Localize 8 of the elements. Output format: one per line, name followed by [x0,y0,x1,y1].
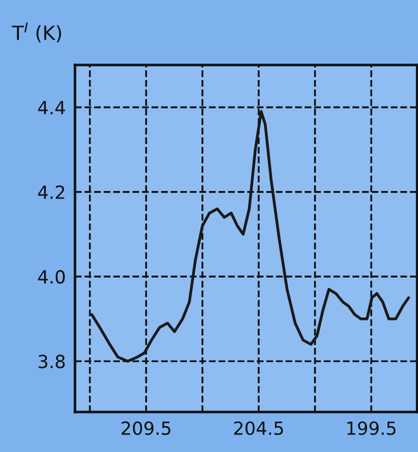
x-tick-label: 209.5 [122,421,170,436]
y-tick-label: 4.2 [38,185,64,199]
y-axis-title: T$^{I}$ (K) [12,22,62,42]
y-tick-label: 3.8 [38,354,65,368]
y-tick-label: 4.4 [38,101,65,114]
x-tick-label: 199.5 [347,421,396,436]
y-tick-label: 4.0 [38,270,65,284]
x-tick-label: 204.5 [234,421,283,436]
